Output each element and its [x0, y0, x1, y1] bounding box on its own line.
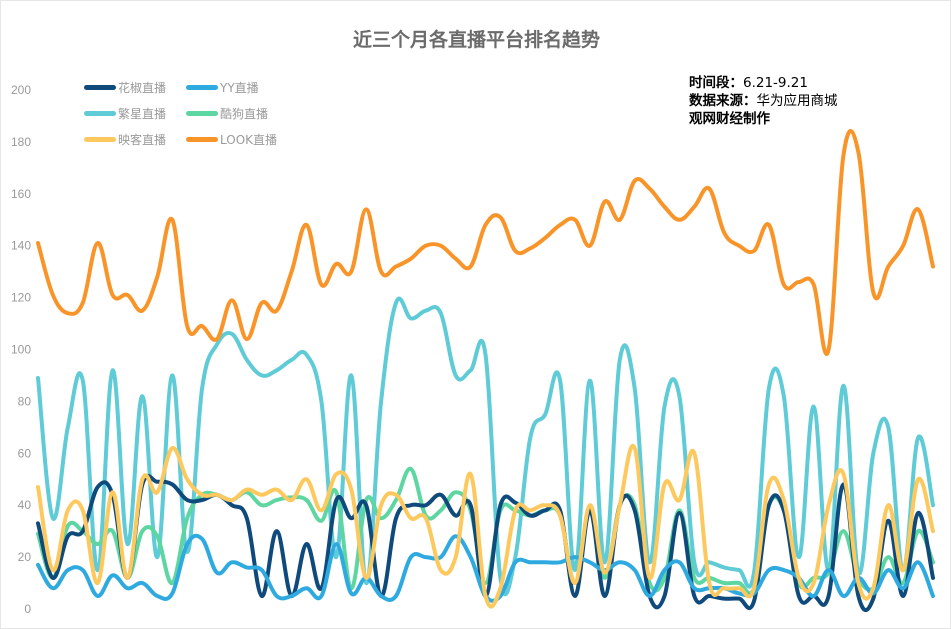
series-line-4: [36, 443, 935, 609]
source-label: 数据来源：: [689, 93, 757, 109]
legend-swatch: [186, 137, 218, 142]
legend-item-huajiao[interactable]: 花椒直播: [84, 79, 166, 96]
y-tick-label: 20: [18, 550, 32, 564]
y-tick-label: 40: [18, 498, 32, 512]
annotation-block: 时间段：6.21-9.21 数据来源：华为应用商城 观网财经制作: [689, 74, 838, 128]
legend-label: 繁星直播: [118, 107, 167, 121]
legend-swatch: [84, 137, 116, 142]
y-tick-label: 200: [11, 83, 31, 97]
legend-item-look[interactable]: LOOK直播: [186, 131, 277, 148]
y-tick-label: 60: [18, 446, 32, 460]
y-tick-label: 100: [11, 343, 31, 357]
y-tick-label: 140: [11, 239, 31, 253]
legend-label: LOOK直播: [220, 133, 278, 147]
legend-item-kugou[interactable]: 酷狗直播: [186, 105, 268, 122]
legend-label: 酷狗直播: [220, 107, 269, 121]
legend-swatch: [84, 111, 116, 116]
series-line-2: [36, 474, 935, 613]
legend-label: 映客直播: [118, 133, 167, 147]
series-line-5: [36, 129, 935, 356]
y-tick-label: 0: [24, 602, 31, 616]
legend-item-yy[interactable]: YY直播: [186, 79, 259, 96]
legend-swatch: [186, 85, 218, 90]
legend-item-yingke[interactable]: 映客直播: [84, 131, 166, 148]
legend-swatch: [84, 85, 116, 90]
source-value: 华为应用商城: [756, 93, 838, 109]
legend-swatch: [186, 111, 218, 116]
y-tick-label: 120: [11, 291, 31, 305]
series-line-0: [36, 296, 935, 597]
chart-title: 近三个月各直播平台排名趋势: [352, 29, 600, 51]
period-value: 6.21-9.21: [743, 75, 808, 91]
credit-text: 观网财经制作: [689, 111, 770, 127]
legend-label: 花椒直播: [118, 81, 167, 95]
y-tick-label: 160: [11, 187, 31, 201]
period-label: 时间段：: [689, 75, 743, 91]
legend-label: YY直播: [220, 81, 259, 95]
y-tick-label: 80: [18, 394, 32, 408]
y-tick-label: 180: [11, 135, 31, 149]
legend-item-fanxing[interactable]: 繁星直播: [84, 105, 166, 122]
